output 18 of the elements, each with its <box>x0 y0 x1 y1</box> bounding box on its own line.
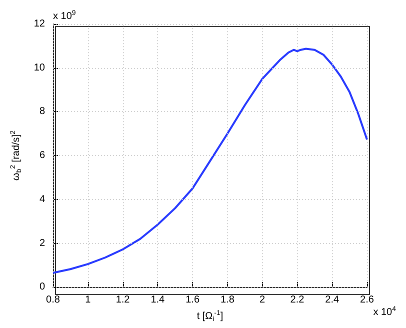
x-tick-label: 2.2 <box>290 294 305 306</box>
y-tick-label: 12 <box>34 18 46 30</box>
y-tick-label: 2 <box>39 238 46 249</box>
y-tick-label: 0 <box>39 282 46 293</box>
x-tick-label: 1.4 <box>150 294 166 306</box>
x-tick-label: 1 <box>85 294 92 306</box>
y-tick-label: 8 <box>39 106 46 118</box>
x-tick-label: 2 <box>260 294 266 306</box>
x-tick-label: 0.8 <box>46 294 60 306</box>
y-tick-label: 4 <box>39 194 46 205</box>
line-series <box>52 48 368 274</box>
x-tick-label: 1.2 <box>116 294 130 306</box>
x-tick-label: 1.6 <box>186 294 200 306</box>
x-tick-label: 1.8 <box>220 294 235 306</box>
x-tick-label: 2.4 <box>325 294 340 306</box>
x-tick-label: 2.6 <box>360 294 374 306</box>
y-tick-label: 10 <box>34 62 46 74</box>
y-tick-label: 6 <box>39 150 46 162</box>
